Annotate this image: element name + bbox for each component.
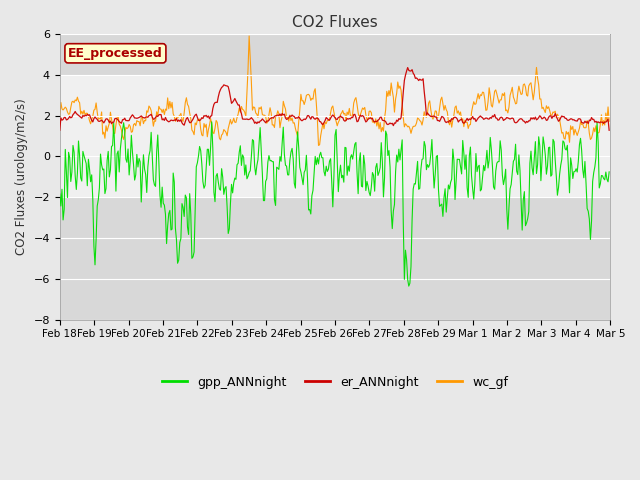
Legend: gpp_ANNnight, er_ANNnight, wc_gf: gpp_ANNnight, er_ANNnight, wc_gf — [157, 371, 513, 394]
Title: CO2 Fluxes: CO2 Fluxes — [292, 15, 378, 30]
Text: EE_processed: EE_processed — [68, 47, 163, 60]
Y-axis label: CO2 Fluxes (urology/m2/s): CO2 Fluxes (urology/m2/s) — [15, 98, 28, 255]
Bar — [60, 75, 611, 197]
